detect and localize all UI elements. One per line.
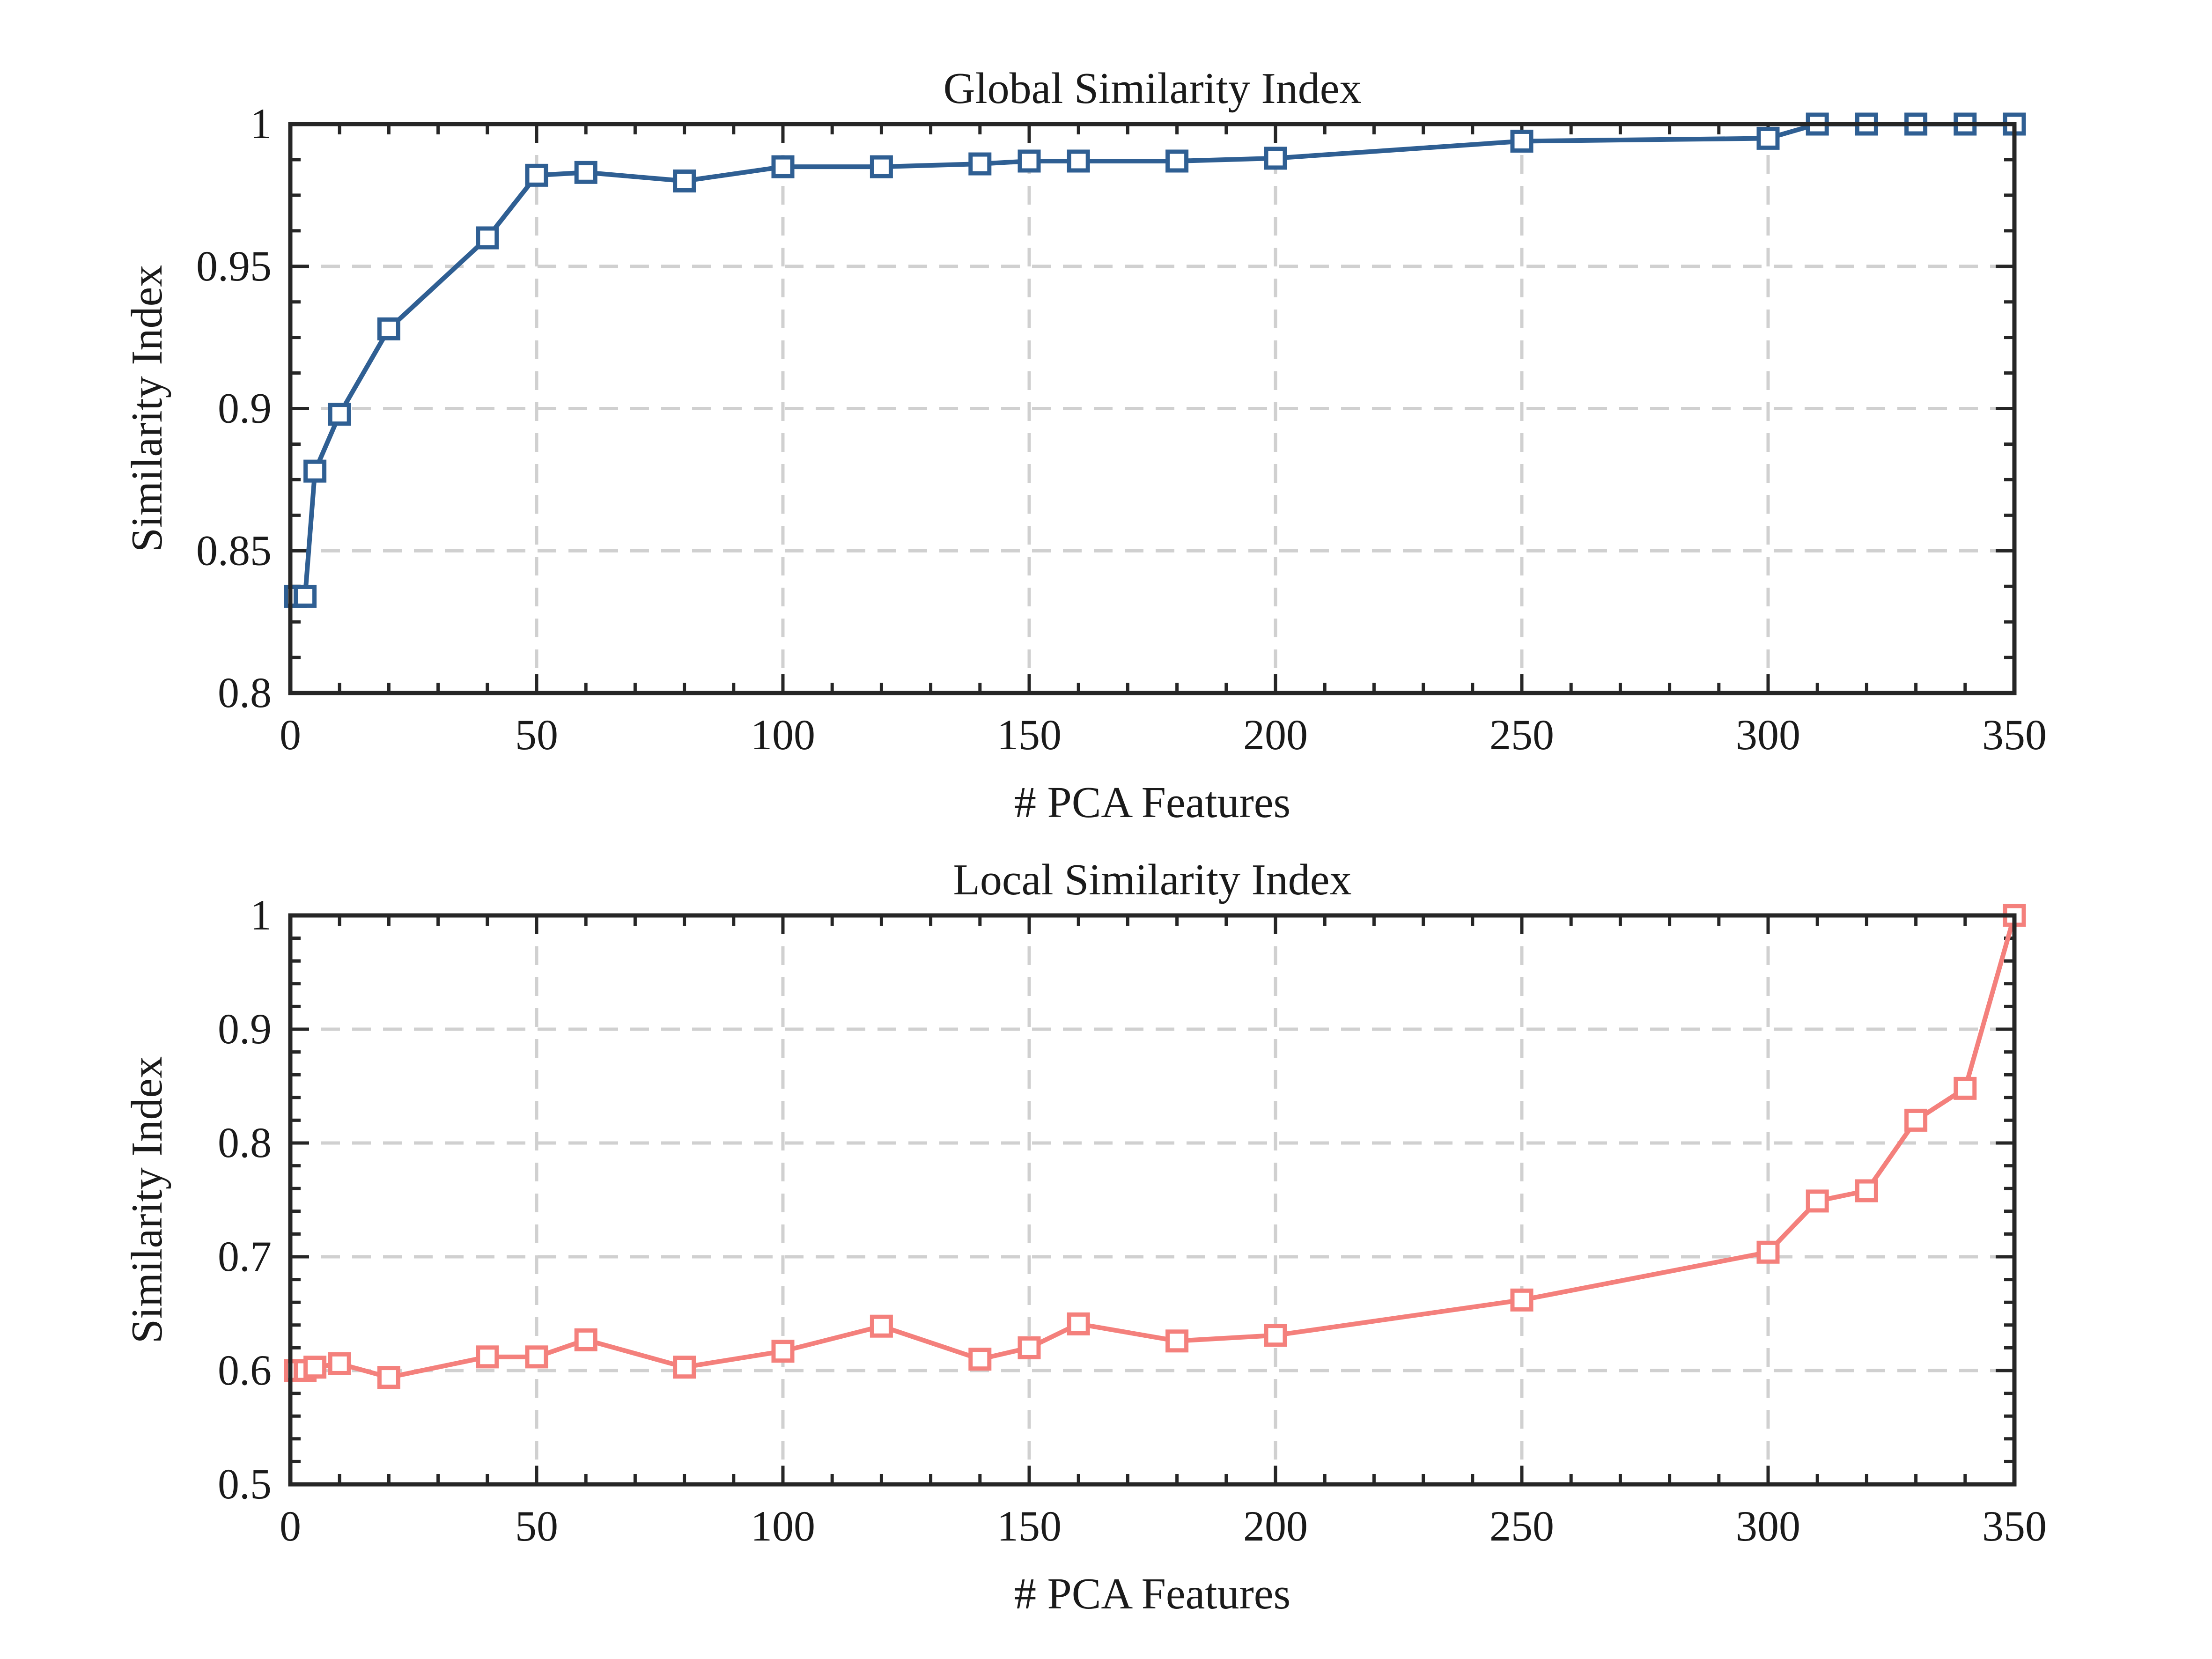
data-point-marker <box>476 1345 499 1369</box>
x-tick-label: 200 <box>1243 711 1308 759</box>
plot-frame <box>288 913 2017 1487</box>
series-line <box>295 914 2017 1380</box>
data-point-marker <box>870 155 893 178</box>
data-point-marker <box>1904 1108 1928 1132</box>
data-point-marker <box>294 584 317 608</box>
y-tick-label: 0.9 <box>218 384 272 432</box>
y-axis-label: Similarity Index <box>123 1056 171 1344</box>
tick-labels: 0 50 100 150 200 250 300 350 0.5 0.6 0.7 0.8 0.9 1 <box>218 891 2047 1550</box>
data-series <box>284 112 2026 608</box>
plot-frame <box>288 122 2017 695</box>
y-tick-label: 0.5 <box>218 1460 272 1508</box>
data-point-marker <box>574 1328 597 1351</box>
x-tick-label: 0 <box>280 711 301 759</box>
y-tick-label: 0.85 <box>196 526 272 574</box>
local-similarity-plot: Local Similarity Index # PCA Features Si… <box>123 855 2047 1618</box>
axis-ticks <box>288 914 2016 1486</box>
x-tick-label: 250 <box>1489 1502 1554 1550</box>
data-point-marker <box>328 403 351 426</box>
plot-title: Local Similarity Index <box>953 855 1351 904</box>
x-tick-label: 350 <box>1982 1502 2047 1550</box>
y-tick-label: 0.7 <box>218 1232 272 1280</box>
x-tick-label: 50 <box>515 711 558 759</box>
y-tick-label: 0.6 <box>218 1346 272 1394</box>
data-point-marker <box>328 1352 351 1375</box>
data-series <box>284 904 2026 1389</box>
y-tick-label: 1 <box>250 100 272 147</box>
data-point-marker <box>1165 149 1189 173</box>
data-point-marker <box>1510 129 1534 153</box>
data-point-marker <box>476 226 499 250</box>
data-point-marker <box>1264 1324 1287 1347</box>
data-point-marker <box>525 1345 548 1369</box>
data-point-marker <box>1165 1329 1189 1353</box>
y-tick-label: 0.8 <box>218 669 272 716</box>
y-tick-label: 0.95 <box>196 242 272 290</box>
data-point-marker <box>525 163 548 187</box>
y-tick-label: 0.8 <box>218 1119 272 1166</box>
data-point-marker <box>1510 1288 1534 1312</box>
x-tick-label: 100 <box>751 1502 815 1550</box>
data-point-marker <box>1756 126 1780 150</box>
x-tick-label: 350 <box>1982 711 2047 759</box>
data-point-marker <box>1855 1179 1878 1202</box>
data-point-marker <box>1018 1336 1041 1359</box>
data-point-marker <box>1756 1240 1780 1264</box>
y-tick-label: 1 <box>250 891 272 939</box>
data-point-marker <box>771 1340 795 1363</box>
data-point-marker <box>673 170 696 192</box>
data-point-marker <box>1067 149 1090 173</box>
data-point-marker <box>968 152 992 176</box>
x-tick-label: 300 <box>1736 711 1800 759</box>
x-tick-label: 100 <box>751 711 815 759</box>
data-point-marker <box>968 1348 992 1371</box>
x-axis-label: # PCA Features <box>1014 778 1290 827</box>
plot-title: Global Similarity Index <box>944 64 1362 113</box>
data-point-marker <box>1018 149 1041 173</box>
data-point-marker <box>771 155 795 178</box>
data-point-marker <box>1264 147 1287 170</box>
data-point-marker <box>377 317 400 340</box>
y-tick-label: 0.9 <box>218 1005 272 1053</box>
x-tick-label: 300 <box>1736 1502 1800 1550</box>
data-point-marker <box>377 1366 400 1389</box>
data-point-marker <box>303 1356 327 1379</box>
tick-labels: 0 50 100 150 200 250 300 350 0.8 0.85 0.9 0.95 1 <box>196 100 2047 759</box>
data-point-marker <box>574 161 597 184</box>
x-tick-label: 50 <box>515 1502 558 1550</box>
x-tick-label: 150 <box>997 711 1062 759</box>
series-line <box>295 122 2014 599</box>
x-tick-label: 150 <box>997 1502 1062 1550</box>
data-point-marker <box>1806 1189 1829 1213</box>
data-point-marker <box>1954 1077 1977 1100</box>
data-point-marker <box>870 1314 893 1338</box>
x-tick-label: 250 <box>1489 711 1554 759</box>
x-axis-label: # PCA Features <box>1014 1570 1290 1618</box>
x-tick-label: 200 <box>1243 1502 1308 1550</box>
data-point-marker <box>303 459 327 483</box>
gridlines <box>290 915 2014 1484</box>
x-tick-label: 0 <box>280 1502 301 1550</box>
data-point-marker <box>1067 1312 1090 1335</box>
global-similarity-plot: Global Similarity Index # PCA Features S… <box>123 64 2047 827</box>
gridlines <box>290 124 2014 693</box>
y-axis-label: Similarity Index <box>123 265 171 553</box>
data-point-marker <box>673 1356 696 1379</box>
